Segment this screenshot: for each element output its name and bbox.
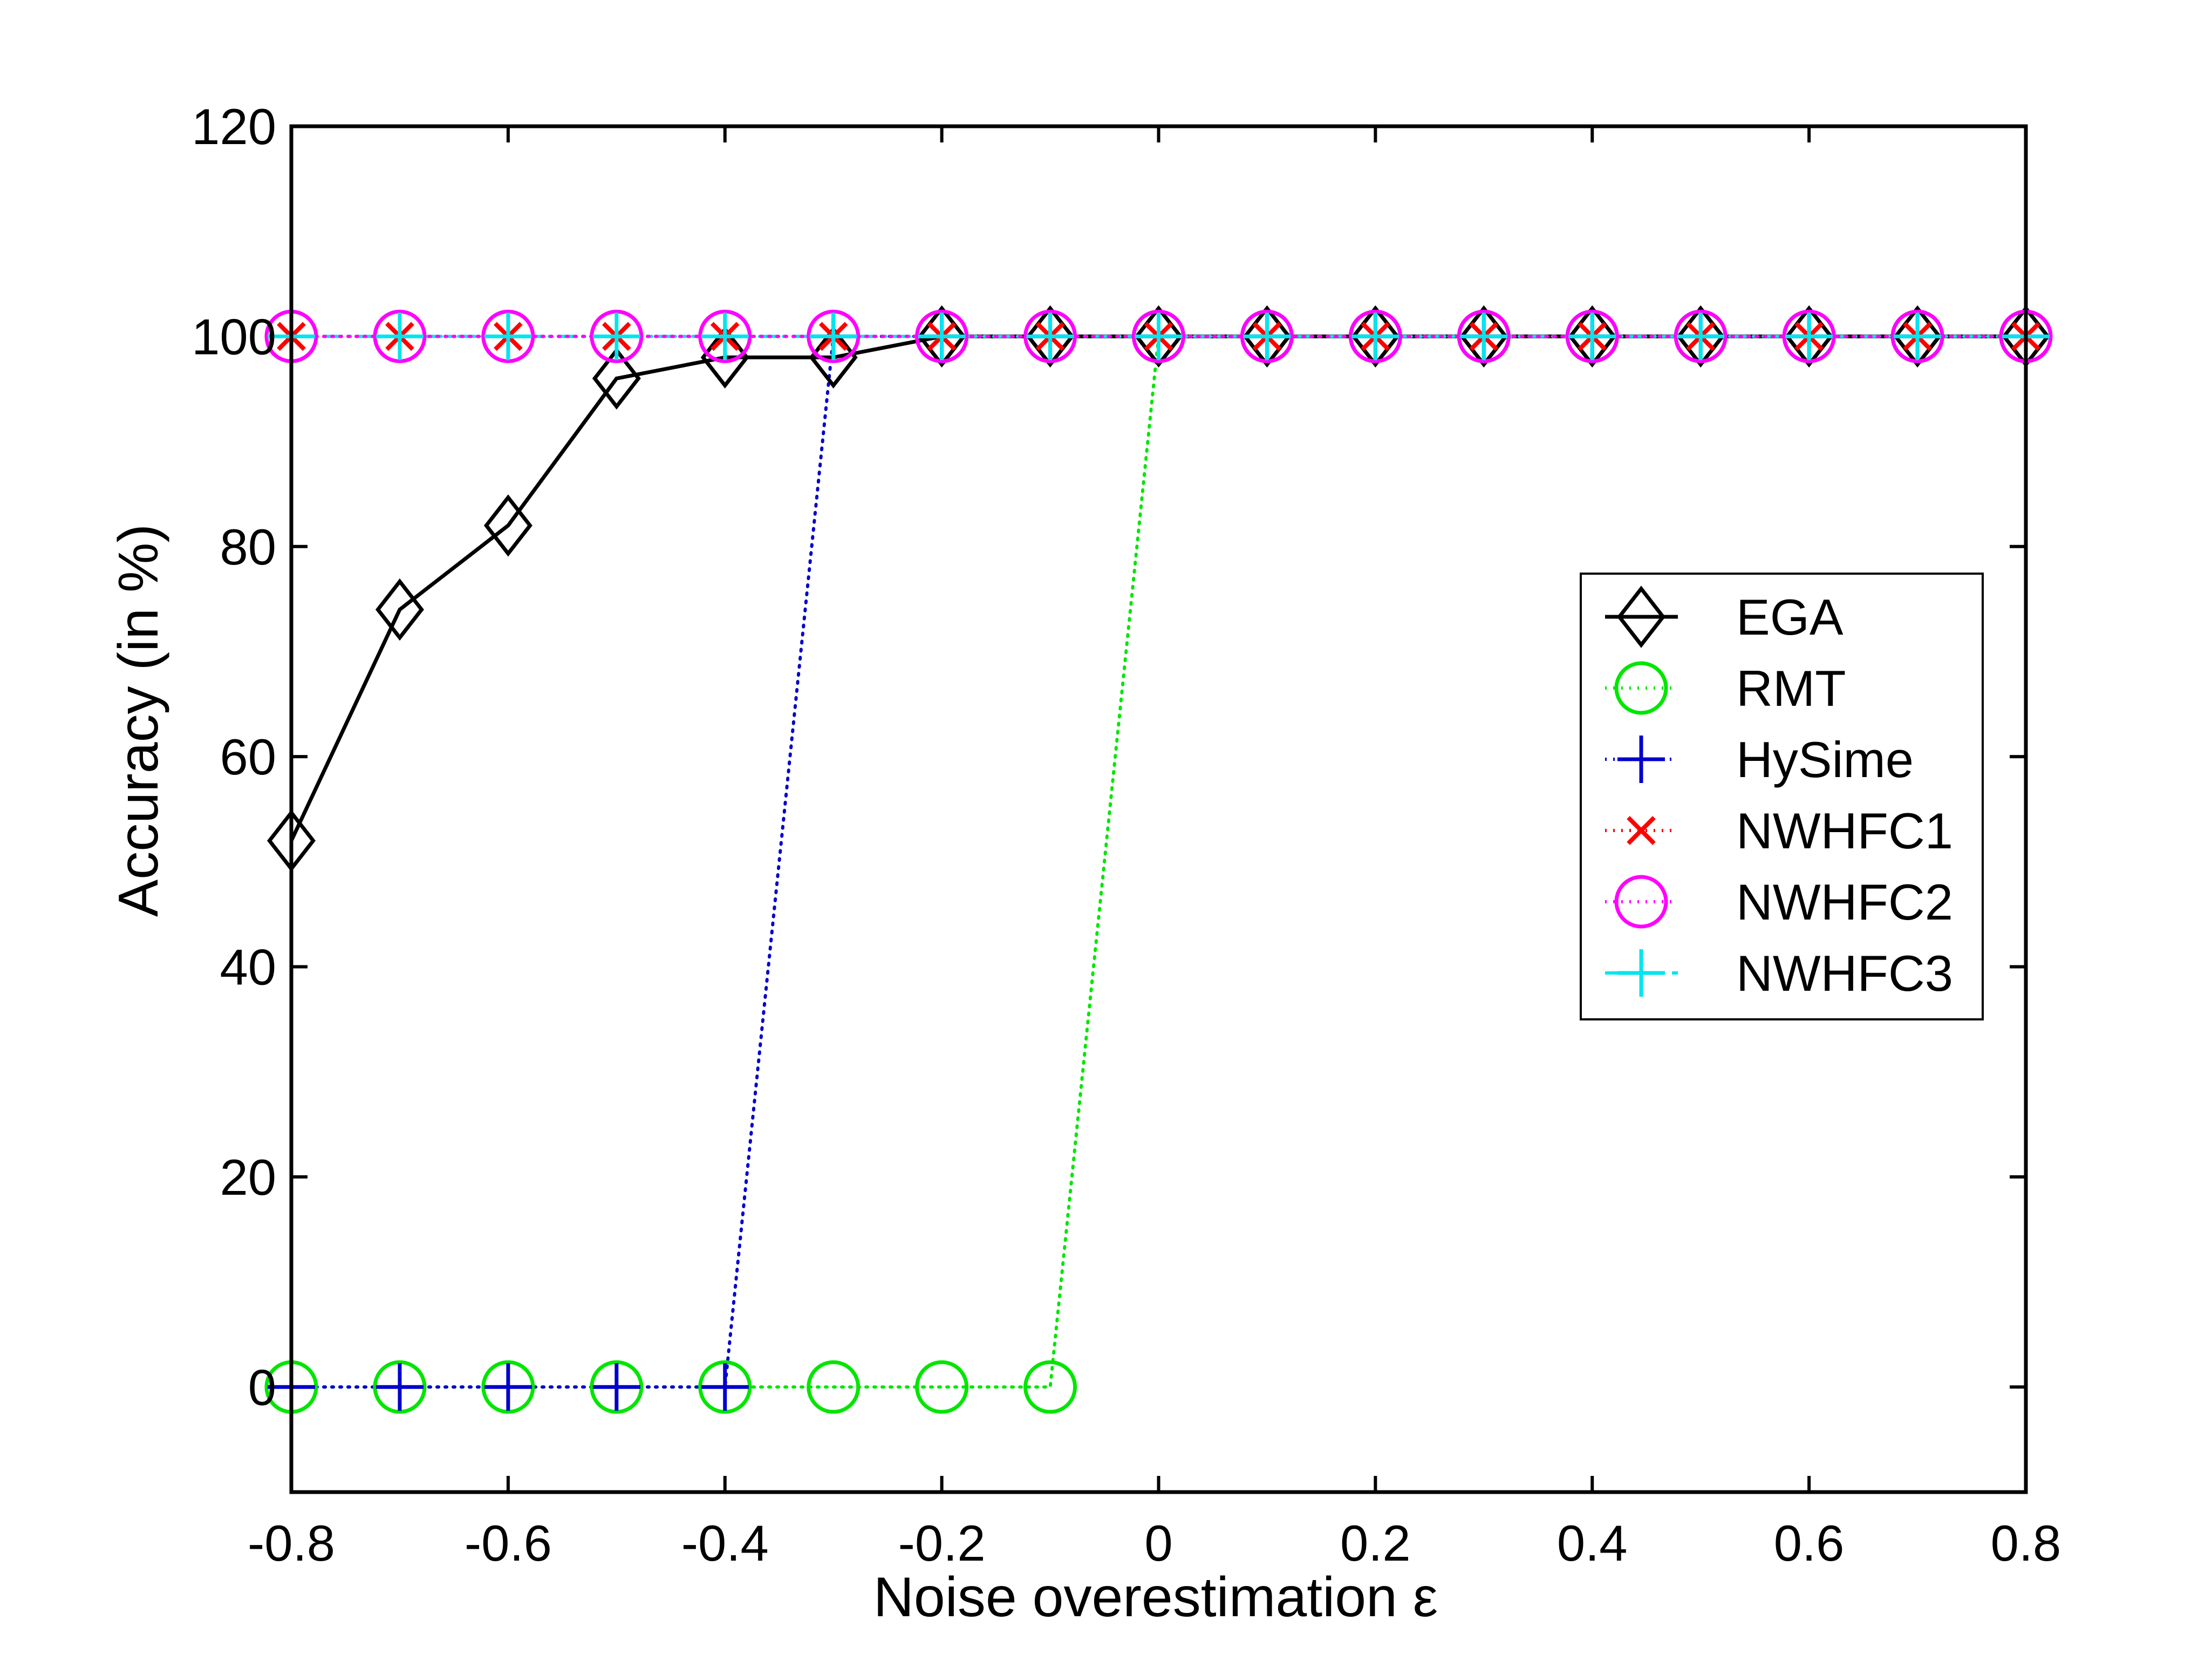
x-tick-label: -0.2 bbox=[898, 1515, 986, 1571]
data-point-nwhfc2 bbox=[915, 309, 969, 363]
x-tick-label: 0 bbox=[1144, 1515, 1172, 1571]
data-point-nwhfc3 bbox=[809, 312, 857, 360]
data-point-rmt bbox=[698, 1360, 752, 1414]
data-point-hysime bbox=[376, 1363, 424, 1411]
data-point-ega bbox=[1026, 305, 1075, 368]
y-tick-label: 0 bbox=[248, 1359, 276, 1415]
legend-label-nwhfc1: NWHFC1 bbox=[1736, 802, 1953, 859]
data-point-hysime bbox=[592, 1363, 640, 1411]
y-tick-label: 120 bbox=[192, 98, 276, 155]
x-tick-label: -0.6 bbox=[465, 1515, 552, 1571]
legend-marker-hysime bbox=[1617, 736, 1665, 783]
legend-box bbox=[1580, 573, 1984, 1020]
legend-marker-ega bbox=[1617, 586, 1665, 648]
data-point-nwhfc2 bbox=[373, 309, 427, 363]
axis-ticks bbox=[290, 125, 2027, 1492]
y-tick-label: 20 bbox=[220, 1149, 276, 1206]
x-tick-label: -0.8 bbox=[248, 1515, 335, 1571]
data-point-nwhfc2 bbox=[1023, 309, 1077, 363]
data-point-rmt bbox=[807, 1360, 861, 1414]
x-tick-label: 0.2 bbox=[1340, 1515, 1411, 1571]
data-point-hysime bbox=[701, 1363, 749, 1411]
data-point-ega bbox=[592, 347, 641, 410]
data-point-rmt bbox=[915, 1360, 969, 1414]
data-point-nwhfc2 bbox=[1348, 309, 1402, 363]
data-point-ega bbox=[917, 305, 966, 368]
x-tick-label: 0.4 bbox=[1557, 1515, 1628, 1571]
data-point-ega bbox=[375, 578, 424, 641]
data-point-nwhfc3 bbox=[1785, 312, 1833, 360]
data-point-ega bbox=[1351, 305, 1400, 368]
data-point-nwhfc2 bbox=[1240, 309, 1294, 363]
data-point-ega bbox=[1242, 305, 1292, 368]
legend: EGA RMT HySime NWHFC1 NWHFC2 NWHFC3 bbox=[1580, 573, 1984, 1020]
data-point-nwhfc3 bbox=[376, 312, 424, 360]
data-point-rmt bbox=[1023, 1360, 1077, 1414]
data-point-nwhfc3 bbox=[484, 312, 532, 360]
data-point-ega bbox=[809, 326, 858, 389]
data-point-nwhfc3 bbox=[701, 312, 749, 360]
data-point-nwhfc2 bbox=[1457, 309, 1511, 363]
data-point-hysime bbox=[484, 1363, 532, 1411]
data-point-rmt bbox=[373, 1360, 427, 1414]
data-point-nwhfc2 bbox=[698, 309, 752, 363]
legend-marker-rmt bbox=[1614, 661, 1668, 715]
data-point-ega bbox=[1568, 305, 1617, 368]
data-point-nwhfc3 bbox=[592, 312, 640, 360]
x-tick-label: 0.6 bbox=[1774, 1515, 1845, 1571]
data-point-nwhfc3 bbox=[1351, 312, 1399, 360]
data-point-nwhfc3 bbox=[1460, 312, 1508, 360]
data-point-ega bbox=[483, 494, 532, 557]
legend-marker-nwhfc3 bbox=[1617, 949, 1665, 997]
legend-label-nwhfc3: NWHFC3 bbox=[1736, 945, 1953, 1002]
data-point-rmt bbox=[481, 1360, 535, 1414]
data-point-ega bbox=[1893, 305, 1942, 368]
data-point-nwhfc2 bbox=[1674, 309, 1728, 363]
axes-frame bbox=[289, 124, 2028, 1494]
legend-marker-nwhfc1 bbox=[1627, 816, 1656, 845]
data-point-nwhfc3 bbox=[1026, 312, 1074, 360]
y-tick-label: 60 bbox=[220, 729, 276, 785]
x-tick-label: -0.4 bbox=[681, 1515, 769, 1571]
data-point-nwhfc2 bbox=[1782, 309, 1836, 363]
data-point-rmt bbox=[590, 1360, 644, 1414]
data-point-ega bbox=[1134, 305, 1183, 368]
data-point-ega bbox=[700, 326, 749, 389]
legend-label-rmt: RMT bbox=[1736, 660, 1846, 717]
data-point-nwhfc3 bbox=[1135, 312, 1183, 360]
data-point-nwhfc2 bbox=[1132, 309, 1185, 363]
x-axis-label: Noise overestimation ε bbox=[873, 1566, 1438, 1629]
data-point-nwhfc2 bbox=[807, 309, 861, 363]
legend-label-hysime: HySime bbox=[1736, 731, 1914, 788]
y-tick-label: 40 bbox=[220, 939, 276, 996]
y-tick-label: 80 bbox=[220, 519, 276, 575]
data-point-nwhfc3 bbox=[1894, 312, 1942, 360]
data-point-nwhfc3 bbox=[1677, 312, 1725, 360]
tick-labels: -0.8 -0.6 -0.4 -0.2 0 0.2 0.4 0.6 0.8 0 20 40 60 80 10… bbox=[192, 98, 2061, 1571]
data-point-nwhfc2 bbox=[590, 309, 644, 363]
data-point-ega bbox=[1459, 305, 1508, 368]
y-axis-label: Accuracy (in %) bbox=[107, 524, 170, 917]
series-markers bbox=[264, 305, 2053, 1414]
data-point-nwhfc2 bbox=[1565, 309, 1619, 363]
y-tick-label: 100 bbox=[192, 308, 276, 365]
data-point-nwhfc3 bbox=[1243, 312, 1291, 360]
data-point-nwhfc3 bbox=[918, 312, 966, 360]
data-point-ega bbox=[1785, 305, 1834, 368]
plot-area bbox=[264, 124, 2053, 1494]
legend-label-ega: EGA bbox=[1736, 589, 1844, 645]
data-point-nwhfc2 bbox=[481, 309, 535, 363]
legend-label-nwhfc2: NWHFC2 bbox=[1736, 874, 1953, 930]
data-point-nwhfc3 bbox=[1568, 312, 1616, 360]
x-tick-label: 0.8 bbox=[1991, 1515, 2061, 1571]
legend-marker-nwhfc2 bbox=[1614, 875, 1668, 929]
data-point-ega bbox=[1676, 305, 1725, 368]
data-point-nwhfc2 bbox=[1890, 309, 1944, 363]
